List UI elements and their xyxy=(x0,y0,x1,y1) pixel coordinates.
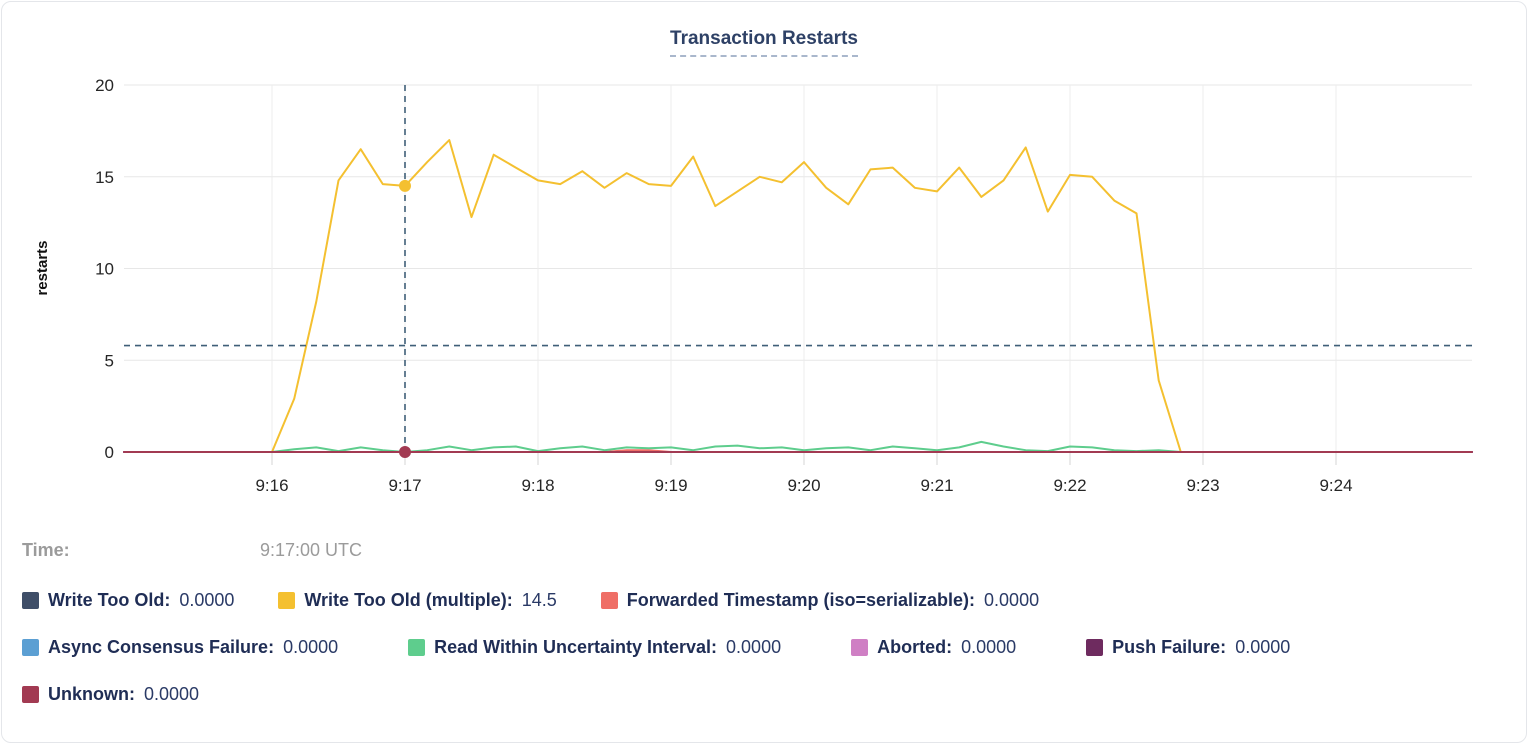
x-tick-label: 9:16 xyxy=(255,476,288,495)
legend-row: Write Too Old: 0.0000 Write Too Old (multi… xyxy=(22,590,1039,611)
legend-item-write-too-old: Write Too Old: 0.0000 xyxy=(22,590,234,611)
legend-swatch xyxy=(22,686,39,703)
tooltip-time-row: Time: 9:17:00 UTC xyxy=(22,540,362,561)
time-label: Time: xyxy=(22,540,70,560)
legend-label: Aborted: xyxy=(877,637,953,657)
chart-title[interactable]: Transaction Restarts xyxy=(670,28,858,57)
x-tick-label: 9:21 xyxy=(920,476,953,495)
x-tick-label: 9:24 xyxy=(1319,476,1352,495)
legend-swatch xyxy=(278,592,296,609)
legend-value: 0.0000 xyxy=(961,637,1017,657)
legend-label: Push Failure: xyxy=(1112,637,1227,657)
legend-item-read-within-uncertainty-interval: Read Within Uncertainty Interval: 0.0000 xyxy=(408,637,781,658)
legend-value: 0.0000 xyxy=(144,684,200,704)
hover-point-unknown xyxy=(399,446,411,458)
legend-label: Async Consensus Failure: xyxy=(48,637,275,657)
series-line-write-too-old-multiple- xyxy=(271,139,1182,453)
legend-value: 0.0000 xyxy=(179,590,235,610)
legend-value: 0.0000 xyxy=(984,590,1040,610)
x-tick-label: 9:18 xyxy=(521,476,554,495)
y-tick-label: 15 xyxy=(95,168,114,187)
legend-item-forwarded-timestamp-iso-serializable: Forwarded Timestamp (iso=serializable): 0… xyxy=(600,590,1040,611)
time-value: 9:17:00 UTC xyxy=(260,540,363,560)
legend-item-aborted: Aborted: 0.0000 xyxy=(851,637,1016,658)
legend-label: Forwarded Timestamp (iso=serializable): xyxy=(626,590,976,610)
x-tick-label: 9:23 xyxy=(1186,476,1219,495)
legend-value: 14.5 xyxy=(521,590,557,610)
chart-title-wrap: Transaction Restarts xyxy=(2,28,1526,57)
legend-label: Unknown: xyxy=(48,684,135,704)
legend-value: 0.0000 xyxy=(1235,637,1291,657)
y-axis-label: restarts xyxy=(34,240,51,295)
legend-label: Write Too Old: xyxy=(48,590,171,610)
legend-row: Unknown: 0.0000 xyxy=(22,684,199,705)
transaction-restarts-chart[interactable]: 0 5 10 15 20 9:16 9:17 9:18 9:19 9:20 9:21 9:22 9:23… xyxy=(2,2,1528,512)
legend-swatch xyxy=(22,639,39,656)
legend-label: Read Within Uncertainty Interval: xyxy=(434,637,718,657)
hover-point-write-too-old-multiple- xyxy=(399,179,411,192)
x-tick-label: 9:20 xyxy=(787,476,820,495)
legend-value: 0.0000 xyxy=(283,637,339,657)
legend-row: Async Consensus Failure: 0.0000 Read Withi… xyxy=(22,637,1290,658)
legend-item-async-consensus-failure: Async Consensus Failure: 0.0000 xyxy=(22,637,338,658)
x-tick-label: 9:22 xyxy=(1053,476,1086,495)
legend-swatch xyxy=(851,639,869,656)
legend-item-push-failure: Push Failure: 0.0000 xyxy=(1086,637,1290,658)
x-tick-label: 9:19 xyxy=(654,476,687,495)
y-tick-label: 20 xyxy=(95,76,114,95)
x-tick-label: 9:17 xyxy=(388,476,421,495)
legend-label: Write Too Old (multiple): xyxy=(304,590,513,610)
legend-swatch xyxy=(22,592,39,609)
legend-swatch xyxy=(408,639,426,656)
y-tick-label: 0 xyxy=(105,443,114,462)
legend-swatch xyxy=(600,592,618,609)
legend-item-unknown: Unknown: 0.0000 xyxy=(22,684,199,705)
y-tick-label: 5 xyxy=(105,351,114,370)
series-line-read-within-uncertainty-interval xyxy=(271,440,1182,453)
y-tick-label: 10 xyxy=(95,260,114,279)
legend-value: 0.0000 xyxy=(726,637,782,657)
legend-swatch xyxy=(1086,639,1104,656)
legend-item-write-too-old-multiple: Write Too Old (multiple): 14.5 xyxy=(278,590,557,611)
